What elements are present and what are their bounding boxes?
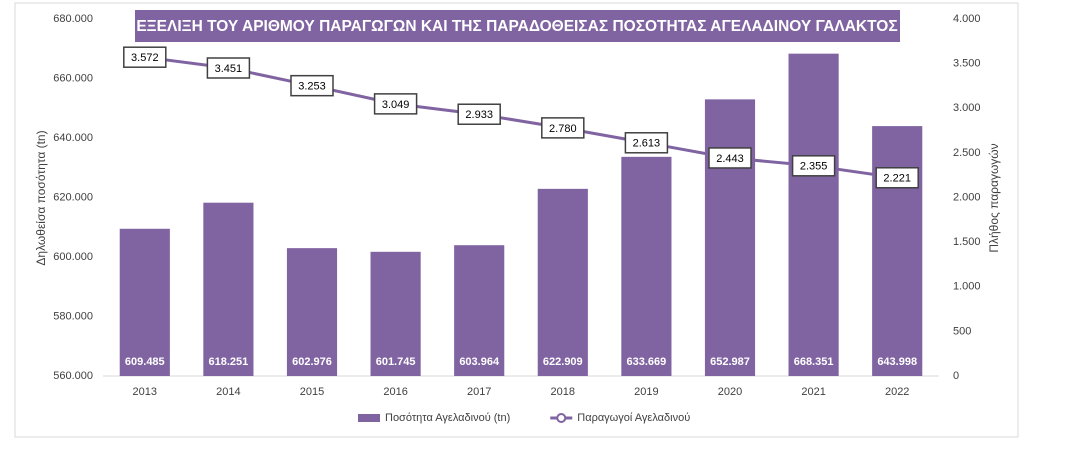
value-label-box [875, 167, 919, 189]
value-label-box [457, 103, 501, 125]
chart-frame [14, 2, 1019, 438]
title-box [135, 10, 900, 42]
bar-value-label: 633.669 [627, 356, 667, 368]
y2-tick-label: 3.500 [953, 58, 981, 70]
value-label-box [290, 74, 334, 97]
y-tick-label: 580.000 [53, 310, 93, 322]
y2-axis-title: Πλήθος παραγωγών [987, 143, 1001, 252]
x-tick-label: 2021 [801, 386, 825, 398]
y2-tick-label: 1.000 [953, 281, 981, 293]
legend-label: Ποσότητα Αγελαδινού (tn) [385, 412, 510, 424]
line-value-label: 2.355 [800, 161, 828, 173]
line-value-label: 2.443 [716, 153, 744, 165]
value-label-box [624, 132, 669, 154]
y-tick-label: 560.000 [53, 370, 93, 382]
bar-value-label: 618.251 [209, 356, 249, 368]
bar [119, 228, 170, 376]
value-label-box [708, 147, 752, 169]
bar [203, 202, 254, 376]
y2-tick-label: 2.500 [953, 147, 981, 159]
bar [537, 188, 588, 376]
bar-value-label: 602.976 [292, 356, 332, 368]
value-label-box [791, 155, 836, 177]
bar [788, 53, 839, 377]
y2-tick-label: 3.000 [953, 102, 981, 114]
line-value-label: 3.049 [382, 99, 410, 111]
bar [872, 126, 923, 376]
bar [454, 245, 505, 376]
bar [370, 251, 421, 376]
line [144, 55, 898, 180]
legend-swatch-marker [556, 413, 567, 423]
value-label-box [373, 93, 418, 115]
x-tick-label: 2014 [216, 386, 240, 398]
x-tick-label: 2017 [467, 386, 491, 398]
y2-tick-label: 1.500 [953, 236, 981, 248]
line-value-label: 3.451 [215, 63, 243, 75]
value-label-box [541, 117, 585, 139]
x-tick-label: 2018 [551, 386, 575, 398]
bar-value-label: 622.909 [543, 356, 583, 368]
x-tick-label: 2022 [885, 386, 909, 398]
y2-tick-label: 4.000 [953, 13, 981, 25]
x-tick-label: 2020 [718, 386, 742, 398]
y-tick-label: 660.000 [53, 72, 93, 84]
bar-value-label: 652.987 [710, 356, 750, 368]
y2-tick-label: 2.000 [953, 191, 981, 203]
x-tick-label: 2016 [383, 386, 407, 398]
line-value-label: 2.613 [633, 138, 661, 150]
bar [286, 248, 338, 376]
bar [621, 156, 672, 376]
bar-value-label: 643.998 [877, 356, 917, 368]
bar-value-label: 603.964 [459, 356, 500, 368]
y-axis-title: Δηλωθείσα ποσότητα (tn) [34, 130, 48, 265]
x-tick-label: 2019 [634, 386, 658, 398]
x-tick-label: 2013 [133, 386, 157, 398]
chart-title: ΕΞΕΛΙΞΗ ΤΟΥ ΑΡΙΘΜΟΥ ΠΑΡΑΓΩΓΩΝ ΚΑΙ ΤΗΣ ΠΑ… [136, 18, 897, 35]
y2-tick-label: 500 [953, 325, 971, 337]
bar-value-label: 668.351 [794, 356, 834, 368]
line-value-label: 3.572 [131, 52, 159, 64]
bar-value-label: 601.745 [376, 356, 416, 368]
line-value-label: 2.933 [465, 109, 493, 121]
y2-tick-label: 0 [953, 370, 959, 382]
value-label-box [206, 57, 251, 79]
line-value-label: 3.253 [298, 81, 326, 93]
bar-value-label: 609.485 [125, 356, 165, 368]
line-value-label: 2.221 [883, 173, 911, 185]
y-tick-label: 640.000 [53, 132, 93, 144]
y-tick-label: 680.000 [53, 13, 93, 25]
y-tick-label: 600.000 [53, 251, 93, 263]
x-tick-label: 2015 [300, 386, 324, 398]
y-tick-label: 620.000 [53, 191, 93, 203]
legend-swatch [358, 414, 380, 422]
line-value-label: 2.780 [549, 123, 577, 135]
bar [704, 99, 756, 376]
value-label-box [123, 46, 167, 68]
legend-label: Παραγωγοί Αγελαδινού [577, 412, 690, 424]
